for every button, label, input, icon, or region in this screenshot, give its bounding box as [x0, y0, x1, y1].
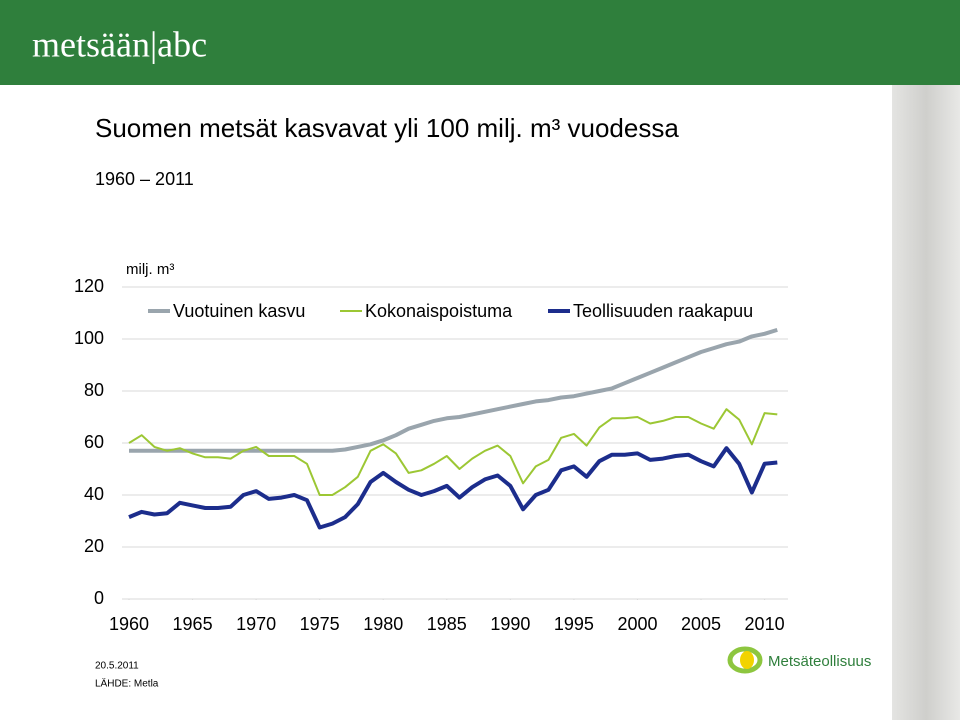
x-tick-label: 1965 — [173, 614, 213, 634]
brand-icon — [727, 646, 763, 674]
x-tick-label: 2005 — [681, 614, 721, 634]
x-tick-label: 1970 — [236, 614, 276, 634]
series-line — [128, 446, 778, 530]
x-tick-label: 2010 — [745, 614, 785, 634]
y-tick-label: 100 — [74, 328, 104, 348]
legend-label: Kokonaispoistuma — [365, 301, 513, 321]
series-line — [128, 408, 778, 496]
x-tick-label: 1960 — [109, 614, 149, 634]
logo: metsään|abc — [32, 24, 207, 64]
chart-title: Suomen metsät kasvavat yli 100 milj. m³ … — [95, 113, 679, 143]
x-tick-label: 1985 — [427, 614, 467, 634]
subtitle: 1960 – 2011 — [95, 169, 194, 189]
x-tick-label: 1990 — [490, 614, 530, 634]
y-tick-label: 80 — [84, 380, 104, 400]
legend-label: Vuotuinen kasvu — [173, 301, 305, 321]
x-tick-label: 2000 — [617, 614, 657, 634]
y-tick-label: 0 — [94, 588, 104, 608]
y-tick-label: 60 — [84, 432, 104, 452]
legend-label: Teollisuuden raakapuu — [573, 301, 753, 321]
source: LÄHDE: Metla — [95, 678, 159, 690]
y-tick-label: 40 — [84, 484, 104, 504]
x-tick-label: 1980 — [363, 614, 403, 634]
header-bar — [0, 0, 960, 85]
y-axis-label: milj. m³ — [126, 261, 174, 278]
series-line — [129, 327, 778, 453]
brand-icon — [740, 651, 754, 669]
wood-texture — [892, 85, 960, 720]
brand: Metsäteollisuus — [768, 653, 871, 670]
x-tick-label: 1995 — [554, 614, 594, 634]
date: 20.5.2011 — [95, 661, 139, 672]
y-tick-label: 20 — [84, 536, 104, 556]
x-tick-label: 1975 — [300, 614, 340, 634]
y-tick-label: 120 — [74, 276, 104, 296]
